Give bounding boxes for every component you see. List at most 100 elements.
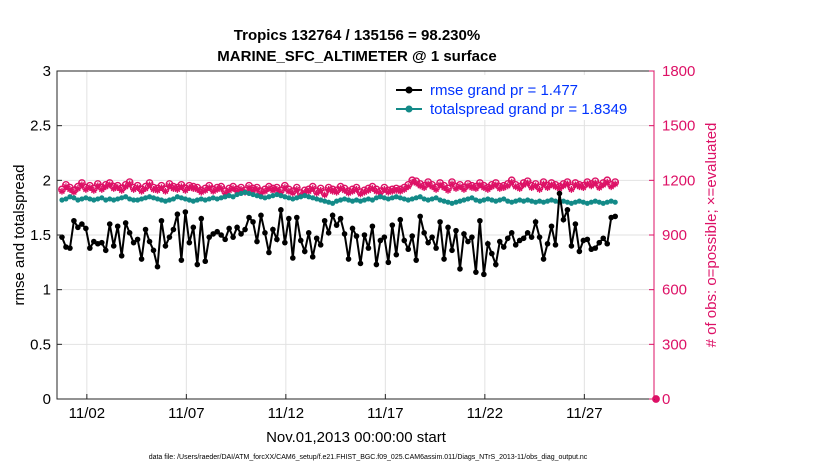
obs-evaluated-point	[273, 186, 281, 193]
obs-evaluated-point	[193, 186, 201, 193]
obs-evaluated-point	[58, 187, 66, 195]
rmse-point	[544, 240, 551, 247]
obs-evaluated-point	[472, 185, 480, 192]
totalspread-point	[79, 196, 85, 202]
left-axis-ticks: 0 0.5 1 1.5 2 2.5 3	[30, 63, 62, 408]
totalspread-point	[91, 197, 97, 203]
totalspread-point	[170, 196, 177, 202]
obs-evaluated-point	[568, 186, 575, 193]
obs-evaluated-point	[237, 186, 245, 193]
totalspread-point	[119, 195, 125, 201]
totalspread-point	[469, 195, 475, 201]
x-axis-label: Nov.01,2013 00:00:00 start	[266, 429, 447, 446]
rmse-point	[206, 234, 213, 240]
totalspread-point	[238, 190, 244, 197]
obs-evaluated-point	[225, 186, 233, 194]
rmse-point	[524, 230, 531, 236]
rmse-point	[433, 245, 439, 251]
obs-evaluated-point	[357, 190, 364, 198]
totalspread-point	[461, 197, 467, 203]
totalspread-point	[202, 197, 208, 203]
rmse-point	[481, 271, 487, 278]
rmse-point	[461, 231, 467, 237]
totalspread-point	[501, 196, 507, 202]
obs-evaluated-point	[516, 185, 524, 192]
totalspread-point	[445, 199, 451, 205]
rmse-point	[409, 233, 416, 239]
left-tick-label: 0	[43, 391, 51, 408]
totalspread-point	[572, 199, 578, 205]
totalspread-point	[612, 199, 618, 205]
series-layer	[58, 176, 660, 403]
rmse-point	[492, 261, 499, 268]
rmse-point	[429, 234, 435, 240]
totalspread-point	[604, 199, 610, 205]
rmse-point	[325, 230, 332, 236]
obs-evaluated-point	[404, 183, 412, 191]
totalspread-point	[493, 198, 499, 204]
rmse-point	[174, 211, 181, 218]
obs-evaluated-point	[281, 184, 289, 192]
obs-evaluated-point	[388, 187, 396, 195]
totalspread-point	[262, 195, 268, 201]
rmse-point	[397, 216, 404, 223]
totalspread-point	[333, 198, 340, 204]
rmse-point	[345, 256, 352, 262]
rmse-point	[572, 221, 579, 227]
totalspread-point	[146, 194, 153, 200]
rmse-point	[393, 251, 400, 258]
right-tick-label: 1500	[662, 118, 695, 135]
obs-evaluated-point	[349, 187, 356, 195]
obs-evaluated-point	[213, 186, 221, 193]
obs-evaluated-point	[384, 188, 392, 196]
rmse-point	[87, 245, 93, 251]
obs-evaluated-point	[337, 185, 344, 192]
rmse-point	[71, 217, 77, 224]
totalspread-point	[429, 196, 435, 202]
totalspread-point	[401, 196, 407, 202]
obs-evaluated-point	[177, 183, 185, 191]
rmse-point	[202, 258, 209, 265]
totalspread-point	[441, 198, 447, 204]
rmse-point	[512, 242, 519, 248]
rmse-point	[134, 236, 141, 243]
obs-evaluated-point	[611, 180, 619, 188]
rmse-point	[258, 212, 264, 219]
obs-evaluated-point	[158, 184, 165, 192]
totalspread-point	[103, 197, 109, 203]
rmse-point	[321, 217, 328, 224]
totalspread-point	[425, 197, 431, 203]
rmse-point	[254, 238, 260, 245]
rmse-point	[194, 261, 201, 268]
totalspread-point	[381, 195, 387, 201]
obs-evaluated-point	[524, 179, 532, 187]
obs-evaluated-point	[245, 184, 253, 192]
totalspread-point	[150, 195, 157, 201]
obs-evaluated-point	[548, 181, 555, 189]
obs-evaluated-point	[583, 180, 591, 188]
totalspread-point	[373, 195, 379, 201]
totalspread-point	[584, 200, 590, 206]
obs-evaluated-point	[102, 183, 110, 191]
totalspread-point	[588, 199, 594, 205]
rmse-point	[508, 230, 515, 236]
obs-evaluated-point	[118, 186, 126, 194]
rmse-point	[79, 221, 85, 227]
rmse-point	[262, 230, 268, 236]
totalspread-point	[210, 195, 216, 201]
rmse-point	[238, 231, 244, 237]
rmse-point	[122, 220, 129, 226]
rmse-point	[83, 225, 89, 232]
rmse-point	[381, 234, 388, 240]
rmse-point	[500, 244, 507, 250]
obs-evaluated-point	[575, 183, 583, 191]
totalspread-point	[369, 197, 376, 203]
rmse-point	[286, 215, 292, 222]
obs-evaluated-point	[424, 180, 432, 188]
totalspread-point	[242, 189, 248, 195]
rmse-point	[274, 236, 280, 243]
totalspread-point	[544, 198, 551, 204]
obs-evaluated-point	[265, 185, 273, 192]
totalspread-point	[465, 196, 471, 202]
totalspread-point	[162, 198, 169, 204]
